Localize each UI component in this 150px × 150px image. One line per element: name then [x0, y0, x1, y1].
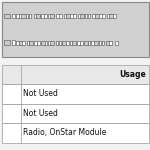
Bar — [26, 14, 28, 18]
Bar — [99, 41, 101, 45]
Bar — [66, 41, 69, 45]
Bar — [58, 41, 61, 45]
Bar — [4, 14, 10, 18]
Text: Radio, OnStar Module: Radio, OnStar Module — [23, 128, 106, 137]
Bar — [2, 84, 148, 104]
Bar — [91, 41, 94, 45]
Bar — [2, 103, 148, 123]
Bar — [22, 41, 25, 45]
Bar — [77, 41, 80, 45]
Bar — [107, 14, 110, 18]
Text: Not Used: Not Used — [23, 89, 58, 98]
Bar — [50, 41, 54, 45]
Bar — [64, 14, 66, 18]
Bar — [56, 41, 58, 45]
Bar — [2, 123, 148, 142]
Bar — [45, 41, 47, 45]
Bar — [85, 14, 87, 18]
Bar — [16, 14, 19, 18]
Bar — [80, 14, 84, 18]
Bar — [115, 41, 118, 45]
Bar — [2, 64, 148, 84]
Text: Not Used: Not Used — [23, 109, 58, 118]
Bar — [4, 40, 10, 45]
Bar — [94, 41, 98, 45]
Bar — [2, 2, 148, 57]
Bar — [37, 41, 40, 45]
Bar — [88, 41, 90, 45]
Bar — [102, 41, 104, 45]
Bar — [34, 14, 36, 18]
Bar — [78, 14, 81, 18]
Bar — [106, 41, 110, 45]
Bar — [109, 14, 113, 18]
Bar — [29, 14, 32, 18]
Bar — [21, 14, 26, 18]
Bar — [50, 14, 54, 18]
Text: Usage: Usage — [119, 70, 146, 79]
Bar — [70, 14, 73, 18]
Bar — [19, 14, 22, 18]
Bar — [109, 41, 112, 45]
Bar — [48, 41, 51, 45]
Bar — [99, 14, 102, 18]
Bar — [113, 14, 116, 18]
Bar — [27, 41, 29, 45]
Bar — [62, 41, 66, 45]
Bar — [16, 41, 19, 45]
Bar — [41, 14, 44, 18]
Bar — [59, 14, 62, 18]
Bar — [84, 41, 88, 45]
Bar — [36, 14, 40, 18]
Bar — [12, 14, 15, 18]
Bar — [29, 41, 33, 45]
Bar — [95, 14, 99, 18]
Bar — [88, 14, 90, 18]
Bar — [44, 14, 47, 18]
Bar — [48, 14, 51, 18]
Bar — [34, 41, 37, 45]
Bar — [70, 41, 72, 45]
Bar — [73, 14, 76, 18]
Bar — [12, 40, 15, 45]
Bar — [102, 14, 105, 18]
Bar — [56, 14, 58, 18]
Bar — [41, 41, 45, 45]
Bar — [19, 41, 22, 45]
Bar — [66, 14, 70, 18]
Bar — [92, 14, 95, 18]
Bar — [72, 41, 76, 45]
Bar — [80, 41, 83, 45]
